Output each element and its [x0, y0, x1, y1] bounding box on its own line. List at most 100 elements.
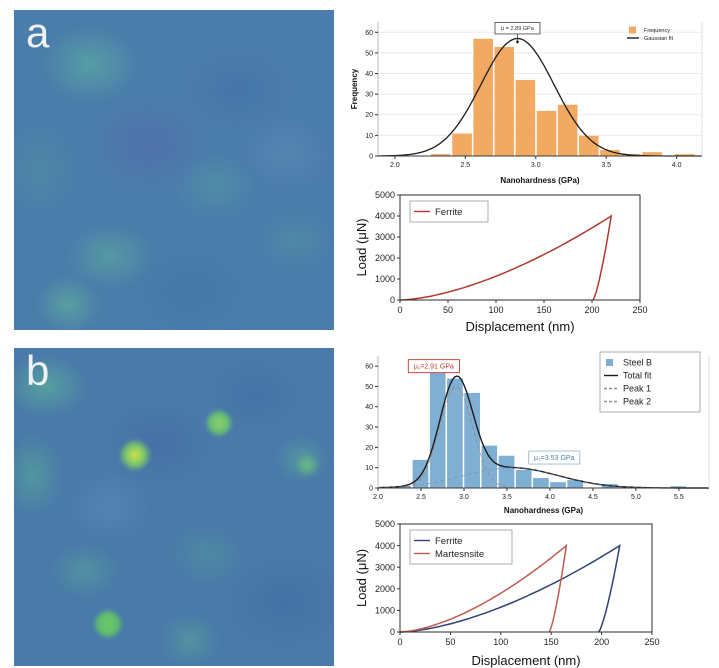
panel-a-label: a	[26, 10, 50, 56]
legend: Frequency Gaussian fit	[627, 26, 674, 42]
histogram-bar	[463, 392, 481, 489]
histogram-bar	[493, 46, 515, 157]
histogram-bar	[549, 481, 567, 489]
x-axis-label: Displacement (nm)	[471, 653, 580, 668]
y-axis-label: Load (μN)	[354, 218, 369, 276]
x-tick-label: 4.0	[545, 494, 555, 501]
load-curve	[399, 214, 613, 301]
legend: Ferrite Martesnsite	[409, 529, 513, 565]
annotation: μ₂=3.53 GPa	[528, 450, 581, 465]
svg-text:μ₁=2.91 GPa: μ₁=2.91 GPa	[414, 364, 454, 371]
histogram-bar	[480, 445, 498, 489]
panel-b-label: b	[26, 348, 50, 394]
legend-label: Total fit	[623, 371, 652, 381]
legend-label: Ferrite	[435, 536, 462, 547]
y-tick-label: 1000	[375, 606, 395, 616]
legend-swatch	[606, 359, 613, 366]
histogram-bar	[536, 110, 557, 157]
histogram-bar	[498, 455, 515, 489]
x-tick-label: 50	[443, 305, 453, 315]
y-tick-label: 10	[365, 465, 373, 472]
legend: Ferrite	[409, 200, 489, 223]
histogram-bar	[532, 477, 550, 489]
y-tick-label: 3000	[375, 562, 395, 572]
x-tick-label: 200	[594, 637, 609, 647]
nanohardness-histogram-a: 2.0 2.5 3.0 3.5 4.0 0 10 20 30 40 50 60 Nanohardness…	[350, 21, 703, 185]
y-tick-label: 20	[365, 445, 373, 452]
y-tick-label: 60	[365, 364, 373, 371]
y-tick-label: 30	[365, 425, 373, 432]
annotation: μ₁=2.91 GPa	[407, 359, 460, 374]
hist-b-plot: 2.0 2.5 3.0 3.5 4.0 4.5 5.0 5.5 0 10 20 30 40 50 60 Nan…	[365, 351, 710, 515]
histogram-bar	[557, 104, 578, 157]
svg-text:μ = 2.89 GPa: μ = 2.89 GPa	[501, 26, 535, 32]
x-tick-label: 0	[397, 305, 402, 315]
annotation: μ = 2.89 GPa	[494, 21, 541, 44]
x-tick-label: 2.5	[416, 494, 426, 501]
x-tick-label: 3.0	[531, 162, 541, 169]
x-tick-label: 150	[536, 305, 551, 315]
histogram-bar	[515, 79, 536, 157]
y-tick-label: 50	[365, 50, 373, 57]
x-tick-label: 3.5	[502, 494, 512, 501]
y-tick-label: 1000	[375, 274, 395, 284]
x-tick-label: 2.0	[373, 494, 383, 501]
x-tick-label: 5.0	[631, 494, 641, 501]
y-tick-label: 2000	[375, 584, 395, 594]
legend-label: Martesnsite	[435, 549, 484, 560]
y-tick-label: 20	[365, 112, 373, 119]
legend-label: Steel B	[623, 358, 652, 368]
histogram-bar	[451, 133, 473, 157]
indent-mark	[291, 449, 323, 481]
load-curve	[399, 543, 568, 633]
load-curve	[399, 544, 621, 633]
micrograph-a: a	[14, 10, 334, 330]
y-tick-label: 4000	[375, 541, 395, 551]
x-tick-label: 4.5	[588, 494, 598, 501]
x-tick-label: 3.0	[459, 494, 469, 501]
plot-frame	[399, 523, 653, 633]
y-tick-label: 40	[365, 404, 373, 411]
indent-mark	[200, 404, 238, 442]
micrograph-b: b	[14, 348, 334, 666]
x-tick-label: 3.5	[601, 162, 611, 169]
x-tick-label: 2.0	[390, 162, 400, 169]
legend-swatch	[629, 26, 636, 34]
y-tick-label: 50	[365, 384, 373, 391]
x-tick-label: 0	[397, 637, 402, 647]
y-tick-label: 0	[369, 485, 373, 492]
y-tick-label: 30	[365, 92, 373, 99]
y-tick-label: 2000	[375, 253, 395, 263]
x-tick-label: 100	[488, 305, 503, 315]
y-tick-label: 4000	[375, 211, 395, 221]
legend-label: Ferrite	[435, 207, 462, 218]
load-displacement-chart-a: 0 50 100 150 200 250 0 1000 2000 3000 4000 5000 Disp…	[354, 190, 648, 334]
x-axis-label: Displacement (nm)	[465, 319, 574, 334]
legend-label: Peak 1	[623, 384, 651, 394]
x-tick-label: 100	[493, 637, 508, 647]
nanohardness-histogram-b: 2.0 2.5 3.0 3.5 4.0 4.5 5.0 5.5 0 10 20 30 40 50 60 Nan…	[365, 351, 710, 515]
y-tick-label: 40	[365, 71, 373, 78]
x-tick-label: 250	[632, 305, 647, 315]
x-tick-label: 5.5	[674, 494, 684, 501]
load-a-plot: 0 50 100 150 200 250 0 1000 2000 3000 4000 5000 Disp…	[354, 190, 648, 334]
legend-label: Peak 2	[623, 397, 651, 407]
x-tick-label: 250	[644, 637, 659, 647]
y-tick-label: 5000	[375, 519, 395, 529]
legend: Steel B Total fit Peak 1 Peak 2	[599, 351, 701, 413]
y-axis-label: Load (μN)	[354, 549, 369, 607]
load-displacement-chart-b: 0 50 100 150 200 250 0 1000 2000 3000 4000 5000 Disp…	[354, 519, 660, 668]
x-axis-label: Nanohardness (GPa)	[504, 506, 583, 515]
y-tick-label: 5000	[375, 190, 395, 200]
x-tick-label: 200	[584, 305, 599, 315]
legend-label: Gaussian fit	[644, 36, 674, 42]
indent-mark	[88, 604, 128, 644]
x-tick-label: 50	[445, 637, 455, 647]
y-tick-label: 0	[390, 295, 395, 305]
x-tick-label: 2.5	[460, 162, 470, 169]
y-axis-label: Frequency	[350, 68, 359, 109]
y-tick-label: 0	[390, 627, 395, 637]
histogram-bar	[515, 469, 533, 489]
indent-mark	[113, 433, 157, 477]
y-tick-label: 10	[365, 133, 373, 140]
